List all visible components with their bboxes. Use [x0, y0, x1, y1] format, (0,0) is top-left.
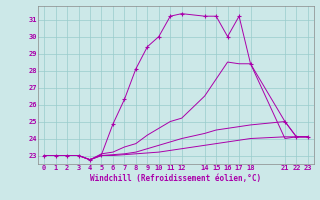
X-axis label: Windchill (Refroidissement éolien,°C): Windchill (Refroidissement éolien,°C) [91, 174, 261, 183]
